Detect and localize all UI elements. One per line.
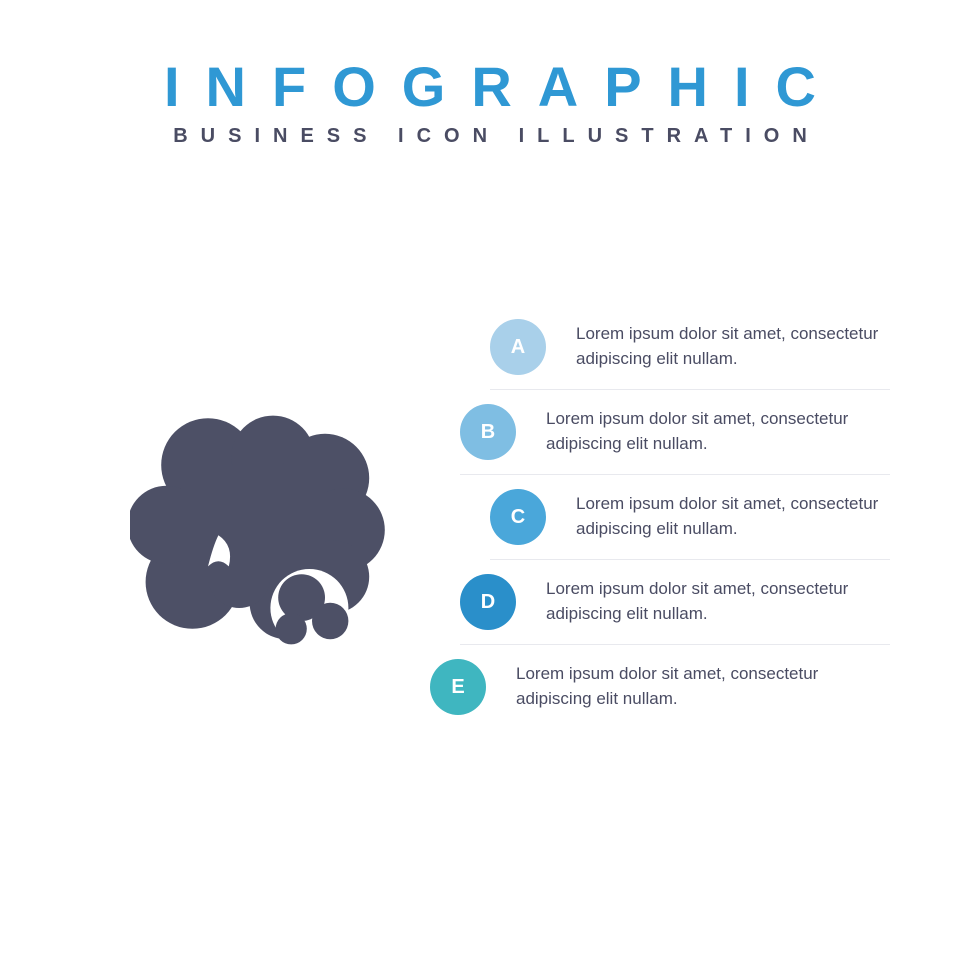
option-badge-c: C	[490, 489, 546, 545]
content: ALorem ipsum dolor sit amet, consectetur…	[0, 300, 980, 900]
page-title: INFOGRAPHIC	[0, 54, 980, 119]
option-badge-d: D	[460, 574, 516, 630]
option-badge-a: A	[490, 319, 546, 375]
option-row-b: B Lorem ipsum dolor sit amet, consectetur…	[460, 390, 890, 475]
page-subtitle: BUSINESS ICON ILLUSTRATION	[0, 125, 980, 148]
option-badge-e: E	[430, 659, 486, 715]
option-badge-b: B	[460, 404, 516, 460]
options-list: ALorem ipsum dolor sit amet, consectetur…	[430, 305, 890, 729]
option-row-c: C Lorem ipsum dolor sit amet, consectetur…	[490, 475, 890, 560]
option-row-a: A Lorem ipsum dolor sit amet, consectetur…	[490, 305, 890, 390]
smoke-pollution-icon	[130, 400, 390, 660]
option-text-a: Lorem ipsum dolor sit amet, consectetur …	[576, 322, 890, 371]
option-row-e: E Lorem ipsum dolor sit amet, consectetur…	[430, 645, 890, 729]
option-row-d: D Lorem ipsum dolor sit amet, consectetur…	[460, 560, 890, 645]
option-text-b: Lorem ipsum dolor sit amet, consectetur …	[546, 407, 890, 456]
option-text-e: Lorem ipsum dolor sit amet, consectetur …	[516, 662, 890, 711]
option-text-d: Lorem ipsum dolor sit amet, consectetur …	[546, 577, 890, 626]
option-text-c: Lorem ipsum dolor sit amet, consectetur …	[576, 492, 890, 541]
header: INFOGRAPHIC BUSINESS ICON ILLUSTRATION	[0, 0, 980, 148]
